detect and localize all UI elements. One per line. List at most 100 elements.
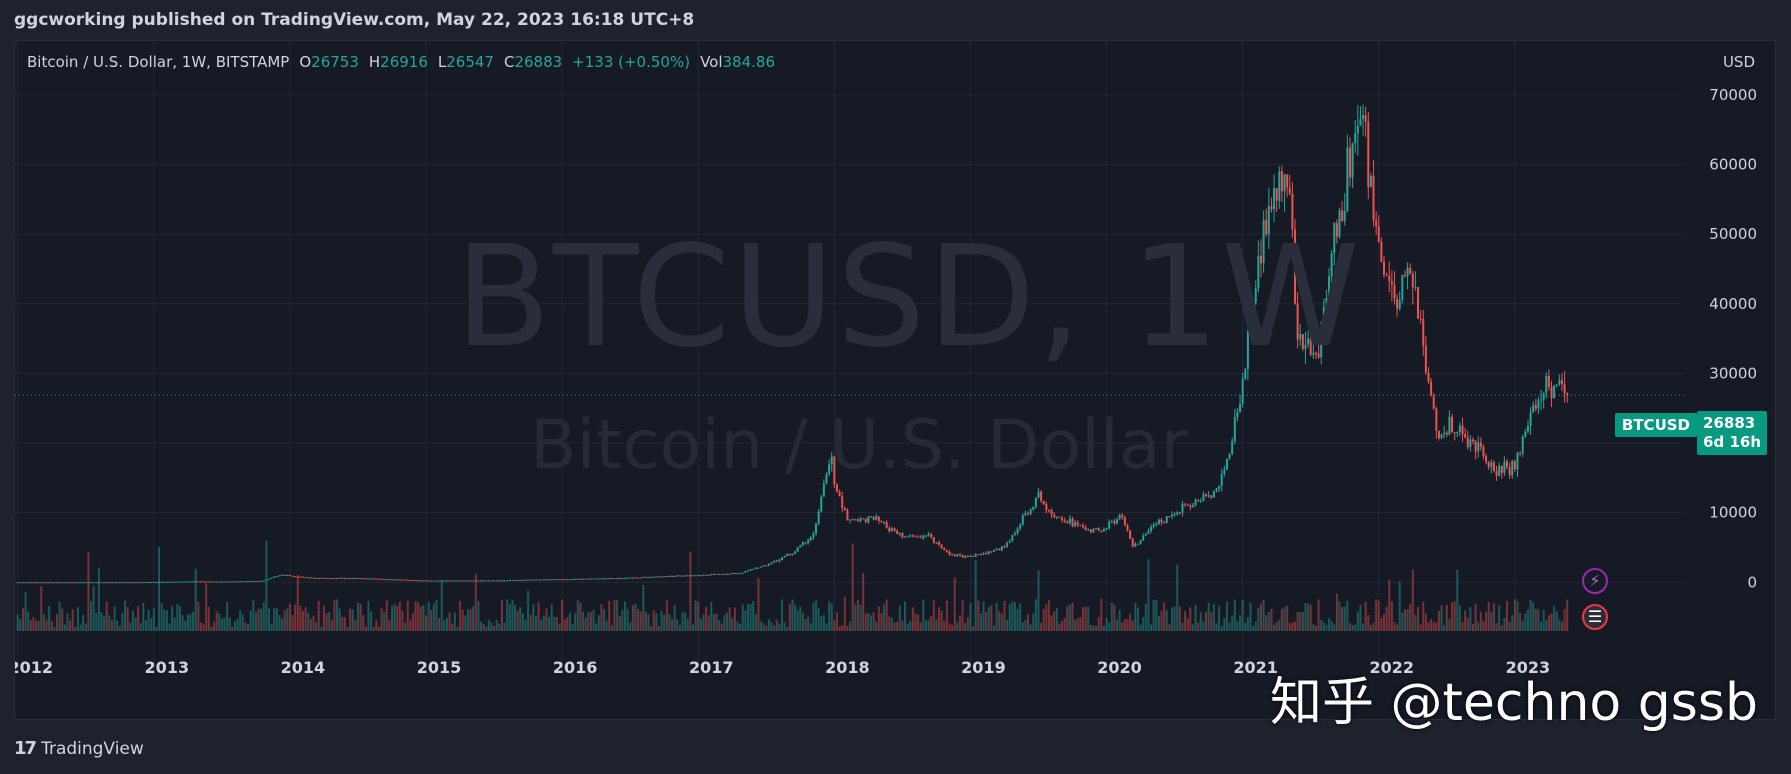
volume-bar bbox=[767, 619, 770, 631]
candle-body bbox=[262, 580, 265, 582]
candle-body bbox=[309, 577, 312, 579]
candle-body bbox=[254, 580, 257, 582]
candle-body bbox=[1464, 434, 1467, 438]
candle-body bbox=[859, 518, 862, 522]
candle-body bbox=[783, 555, 786, 558]
volume-bar bbox=[1487, 602, 1490, 631]
candle-body bbox=[553, 579, 556, 581]
candle-body bbox=[480, 580, 483, 582]
volume-bar bbox=[1469, 606, 1472, 631]
chart-panel[interactable]: 7000060000500004000030000200001000002012… bbox=[14, 40, 1776, 720]
volume-bar bbox=[144, 620, 147, 631]
candle-body bbox=[548, 579, 551, 581]
volume-bar bbox=[1037, 570, 1040, 631]
candle-body bbox=[1134, 543, 1137, 547]
ohlc-legend[interactable]: Bitcoin / U.S. Dollar, 1W, BITSTAMP O2675… bbox=[27, 53, 785, 71]
volume-bar bbox=[1202, 621, 1205, 631]
candle-body bbox=[1202, 494, 1205, 501]
volume-bar bbox=[534, 616, 537, 631]
footer[interactable]: 17 TradingView bbox=[14, 738, 144, 759]
candle-body bbox=[542, 579, 545, 581]
currency-label[interactable]: USD bbox=[1722, 53, 1755, 71]
candle-body bbox=[673, 576, 676, 578]
volume-bar bbox=[1079, 617, 1082, 631]
watermark-overlay-text: 知乎 @techno gssb bbox=[1270, 673, 1758, 733]
volume-bar bbox=[540, 619, 543, 631]
volume-bar bbox=[1278, 620, 1281, 631]
volume-bar bbox=[411, 613, 414, 631]
candle-body bbox=[1414, 287, 1417, 289]
volume-bar bbox=[621, 610, 624, 631]
candle-body bbox=[550, 579, 553, 581]
candle-body bbox=[45, 582, 48, 584]
volume-bar bbox=[1534, 608, 1537, 631]
candle-body bbox=[1066, 521, 1069, 524]
volume-bar bbox=[579, 602, 582, 631]
volume-bar bbox=[432, 603, 435, 631]
candle-body bbox=[765, 565, 768, 567]
candle-body bbox=[372, 578, 375, 580]
candle-body bbox=[1534, 404, 1537, 409]
volume-bar bbox=[859, 604, 862, 631]
volume-bar bbox=[979, 613, 982, 631]
volume-bar bbox=[464, 615, 467, 631]
volume-bar bbox=[1006, 619, 1009, 631]
volume-bar bbox=[1547, 615, 1550, 631]
candle-body bbox=[1053, 514, 1056, 518]
volume-bar bbox=[807, 616, 810, 631]
volume-bar bbox=[1511, 615, 1514, 631]
candle-body bbox=[1047, 510, 1050, 512]
volume-bar bbox=[1545, 620, 1548, 631]
volume-bar bbox=[804, 619, 807, 631]
volume-bar bbox=[194, 568, 197, 631]
volume-bar bbox=[113, 606, 116, 631]
volume-bar bbox=[270, 623, 273, 631]
volume-bar bbox=[1403, 609, 1406, 631]
candle-body bbox=[422, 580, 425, 582]
volume-bar bbox=[1419, 624, 1422, 631]
volume-bar bbox=[684, 612, 687, 631]
candle-body bbox=[723, 574, 726, 576]
volume-bar bbox=[110, 619, 113, 631]
candle-body bbox=[304, 577, 307, 579]
candle-body bbox=[1173, 514, 1176, 516]
candle-body bbox=[1278, 171, 1281, 201]
volume-bar bbox=[781, 599, 784, 631]
volume-bar bbox=[741, 604, 744, 631]
volume-bar bbox=[642, 585, 645, 631]
lightning-icon[interactable]: ⚡ bbox=[1582, 568, 1608, 594]
candle-body bbox=[116, 582, 119, 584]
candle-body bbox=[61, 582, 64, 584]
volume-bar bbox=[1215, 623, 1218, 631]
candle-body bbox=[1273, 188, 1276, 210]
volume-bar bbox=[257, 608, 260, 631]
volume-bar bbox=[349, 608, 352, 631]
volume-bar bbox=[425, 615, 428, 631]
volume-bar bbox=[1451, 602, 1454, 631]
volume-bar bbox=[1500, 625, 1503, 631]
volume-bar bbox=[1061, 620, 1064, 631]
candle-body bbox=[79, 582, 82, 584]
volume-bar bbox=[1482, 620, 1485, 631]
candle-body bbox=[1286, 174, 1289, 188]
candle-body bbox=[210, 581, 213, 583]
volume-bar bbox=[1291, 622, 1294, 631]
volume-bar bbox=[1021, 622, 1024, 631]
x-tick-label: 2016 bbox=[553, 658, 598, 677]
candle-body bbox=[906, 536, 909, 538]
price-chart[interactable]: 7000060000500004000030000200001000002012… bbox=[15, 41, 1776, 720]
us-flag-icon[interactable]: ☰ bbox=[1582, 604, 1608, 630]
volume-bar bbox=[445, 617, 448, 631]
candle-body bbox=[1296, 303, 1299, 340]
volume-bar bbox=[888, 616, 891, 631]
volume-bar bbox=[1068, 604, 1071, 631]
candle-body bbox=[634, 577, 637, 579]
volume-bar bbox=[430, 610, 433, 631]
candle-body bbox=[1351, 143, 1354, 178]
volume-bar bbox=[958, 615, 961, 631]
volume-bar bbox=[1168, 624, 1171, 631]
candle-body bbox=[1367, 121, 1370, 188]
volume-bar bbox=[74, 626, 77, 631]
volume-bar bbox=[1461, 621, 1464, 631]
candle-body bbox=[137, 582, 140, 584]
